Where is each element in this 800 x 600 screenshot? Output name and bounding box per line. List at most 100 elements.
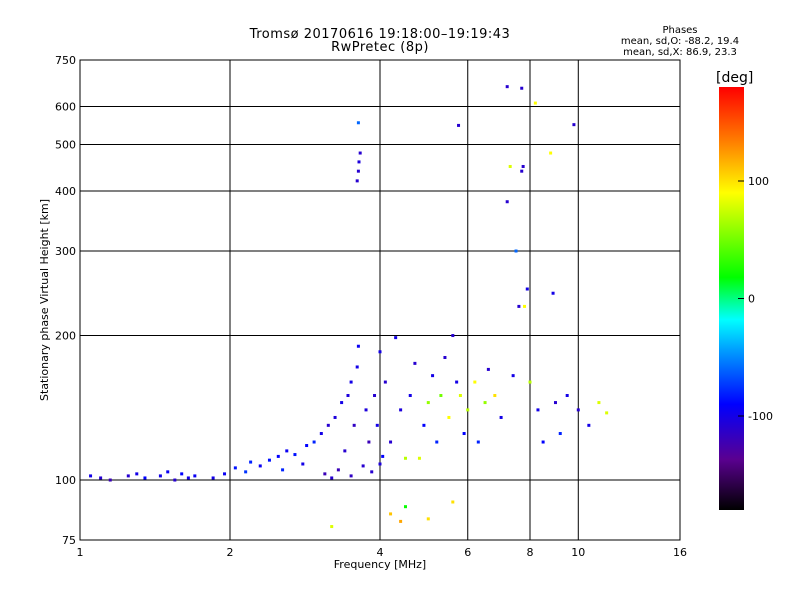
data-point — [399, 408, 403, 412]
data-point — [89, 474, 93, 478]
data-point — [505, 85, 509, 89]
stats-o-mode: mean, sd,O: -88.2, 19.4 — [620, 36, 740, 47]
stats-x-mode: mean, sd,X: 86.9, 23.3 — [623, 47, 737, 58]
y-tick-label: 500 — [55, 139, 76, 152]
data-point — [533, 101, 537, 105]
data-point — [173, 478, 177, 482]
data-point — [312, 440, 316, 444]
data-point — [457, 123, 461, 127]
data-point — [565, 394, 569, 398]
colorbar-tick-label: 100 — [748, 175, 769, 188]
data-point — [349, 474, 353, 478]
data-point — [166, 470, 170, 474]
data-point — [605, 411, 609, 415]
data-point — [558, 432, 562, 436]
data-point — [525, 287, 529, 291]
data-point — [528, 380, 532, 384]
data-point — [244, 470, 248, 474]
colorbar-tick-label: -100 — [748, 410, 773, 423]
data-point — [356, 169, 360, 173]
data-point — [587, 423, 591, 427]
data-point — [267, 458, 271, 462]
colorbar-ticks: 100 0 -100 — [738, 175, 773, 423]
data-point — [520, 86, 524, 90]
data-point — [483, 401, 487, 405]
data-point — [233, 466, 237, 470]
data-point — [476, 440, 480, 444]
data-point — [378, 462, 382, 466]
data-point — [426, 401, 430, 405]
data-point — [211, 476, 215, 480]
data-point — [180, 472, 184, 476]
data-point — [370, 470, 374, 474]
data-point — [276, 454, 280, 458]
data-point — [186, 476, 190, 480]
chart-title: Tromsø 20170616 19:18:00–19:19:43 — [249, 27, 511, 42]
data-point — [340, 401, 344, 405]
data-point — [511, 374, 515, 378]
data-point — [285, 449, 289, 453]
data-point — [158, 474, 162, 478]
data-point — [367, 440, 371, 444]
data-point — [551, 291, 555, 295]
data-point — [373, 394, 377, 398]
data-point — [493, 394, 497, 398]
data-point — [462, 432, 466, 436]
data-point — [451, 500, 455, 504]
chart-subtitle: RwPretec (8p) — [331, 40, 429, 55]
y-tick-label: 400 — [55, 185, 76, 198]
data-point — [486, 367, 490, 371]
data-point — [336, 468, 340, 472]
data-point — [473, 380, 477, 384]
data-point — [293, 453, 297, 457]
x-axis-label: Frequency [MHz] — [334, 558, 426, 571]
data-point — [258, 464, 262, 468]
data-point — [466, 408, 470, 412]
grid-lines — [79, 59, 681, 541]
y-tick-label: 750 — [55, 54, 76, 67]
data-point — [358, 151, 362, 155]
data-point — [126, 474, 130, 478]
data-point — [451, 334, 455, 338]
x-tick-label: 16 — [673, 546, 687, 559]
data-point — [549, 151, 553, 155]
data-point — [355, 179, 359, 183]
data-point — [357, 160, 361, 164]
data-point — [330, 525, 334, 529]
data-point — [514, 249, 518, 253]
data-point — [523, 304, 527, 308]
data-point — [517, 304, 521, 308]
data-point — [319, 432, 323, 436]
data-point — [356, 344, 360, 348]
data-point — [381, 454, 385, 458]
y-tick-label: 100 — [55, 474, 76, 487]
x-tick-label: 1 — [77, 546, 84, 559]
data-point — [576, 408, 580, 412]
x-tick-label: 4 — [377, 546, 384, 559]
data-point — [349, 380, 353, 384]
data-point — [346, 394, 350, 398]
y-tick-label: 300 — [55, 245, 76, 258]
data-point — [305, 444, 309, 448]
data-point — [375, 423, 379, 427]
data-point — [281, 468, 285, 472]
data-point — [597, 401, 601, 405]
data-point — [521, 164, 525, 168]
data-point — [408, 394, 412, 398]
data-point — [394, 336, 398, 340]
data-point — [572, 123, 576, 127]
x-tick-label: 10 — [571, 546, 585, 559]
data-point — [389, 512, 393, 516]
data-point — [458, 394, 462, 398]
data-point — [426, 517, 430, 521]
data-point — [364, 408, 368, 412]
data-point — [439, 394, 443, 398]
y-axis-label: Stationary phase Virtual Height [km] — [38, 199, 51, 401]
axis-ticks: 1 2 4 6 8 10 16 75 100 200 300 400 500 600 750 — [55, 54, 687, 559]
data-point — [343, 449, 347, 453]
data-point — [301, 462, 305, 466]
data-point — [378, 350, 382, 354]
data-point — [108, 478, 112, 482]
data-point — [355, 365, 359, 369]
